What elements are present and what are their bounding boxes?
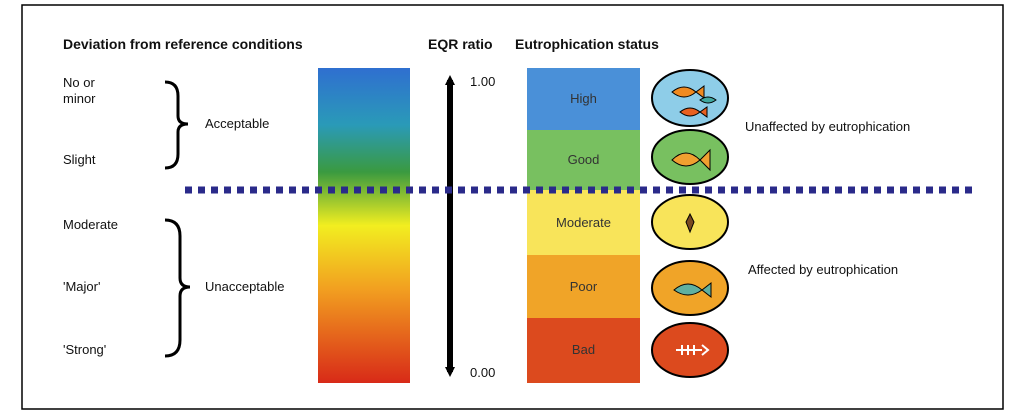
effect-label: Affected by eutrophication: [748, 262, 898, 278]
eqr-tick: 1.00: [470, 74, 495, 90]
deviation-level: 'Major': [63, 279, 100, 295]
group-label: Unacceptable: [205, 279, 285, 295]
diagram-graphics: [0, 0, 1016, 412]
status-class: Good: [527, 152, 640, 167]
brace: [165, 82, 188, 168]
status-class: Poor: [527, 279, 640, 294]
deviation-level: No or minor: [63, 75, 115, 107]
deviation-level: Slight: [63, 152, 96, 168]
deviation-level: 'Strong': [63, 342, 106, 358]
deviation-level: Moderate: [63, 217, 118, 233]
eqr-tick: 0.00: [470, 365, 495, 381]
eqr-gradient: [318, 68, 410, 383]
status-class: Bad: [527, 342, 640, 357]
header: EQR ratio: [428, 36, 493, 52]
effect-label: Unaffected by eutrophication: [745, 119, 910, 135]
brace: [165, 220, 190, 356]
header: Deviation from reference conditions: [63, 36, 303, 52]
status-class: High: [527, 91, 640, 106]
frame: [22, 5, 1003, 409]
header: Eutrophication status: [515, 36, 659, 52]
group-label: Acceptable: [205, 116, 269, 132]
status-class: Moderate: [527, 215, 640, 230]
page: {"headers": {"deviation": "Deviation fro…: [0, 0, 1016, 412]
